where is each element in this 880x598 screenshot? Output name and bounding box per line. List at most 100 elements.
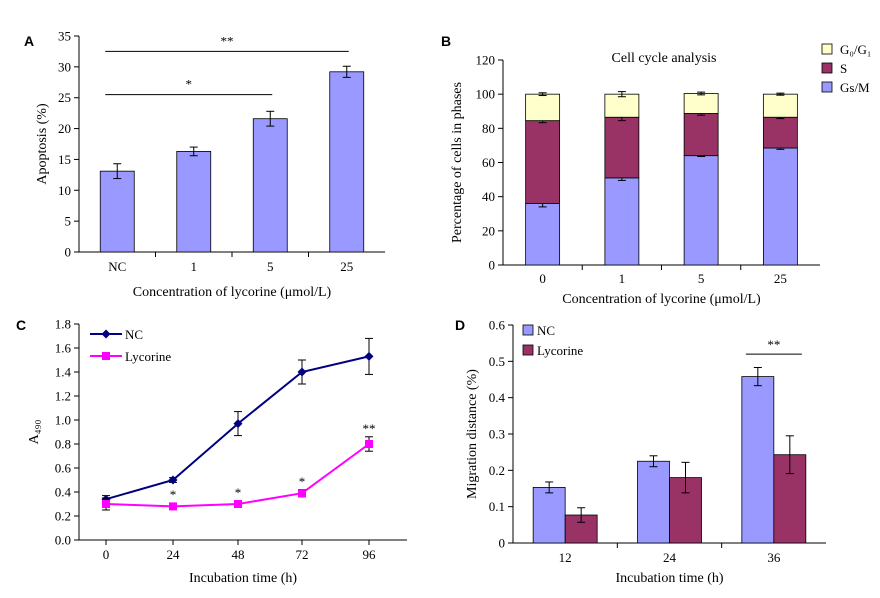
point-marker-1-2 (234, 500, 242, 508)
y-tick-label: 80 (482, 121, 495, 136)
y-axis-label: Apoptosis (%) (35, 103, 50, 185)
y-tick-label: 0 (65, 245, 72, 260)
y-axis-label: Percentage of cells in phases (450, 82, 465, 243)
bar-0-24 (637, 460, 670, 544)
y-tick-label: 1.4 (55, 365, 72, 380)
x-tick-label: 24 (663, 550, 677, 565)
significance-marker: * (299, 474, 306, 489)
y-tick-label: 0.1 (489, 499, 505, 514)
y-tick-label: 0.4 (489, 390, 506, 405)
x-tick-label: 0 (103, 547, 110, 562)
bar-0-12 (532, 487, 566, 544)
bar-0-36 (741, 376, 775, 544)
significance-marker: * (235, 485, 242, 500)
chart-title: Cell cycle analysis (612, 51, 717, 66)
legend-swatch (821, 81, 833, 93)
point-marker-1-1 (169, 502, 177, 511)
significance-marker: ** (767, 337, 780, 352)
bar-segment-0-5 (683, 155, 719, 266)
x-tick-label: 5 (698, 271, 705, 286)
x-tick-label: 96 (363, 547, 377, 562)
legend-swatch (522, 324, 534, 336)
y-tick-label: 0.2 (55, 509, 71, 524)
y-tick-label: 1.0 (55, 413, 71, 428)
y-tick-label: 0.2 (489, 463, 505, 478)
x-tick-label: 0 (539, 271, 546, 286)
legend-label: Lycorine (537, 343, 583, 358)
x-tick-label: 36 (767, 550, 781, 565)
legend-label: NC (537, 323, 555, 338)
x-tick-label: 25 (774, 271, 787, 286)
y-tick-label: 0.6 (489, 318, 506, 333)
x-tick-label: 72 (296, 547, 309, 562)
bar-segment-1-0 (525, 120, 561, 204)
panel-letter-a: A (24, 33, 34, 49)
legend-label: Gs/M (840, 80, 870, 95)
legend-swatch (821, 43, 833, 55)
bar-segment-1-1 (604, 116, 640, 179)
point-marker-1-4 (365, 440, 373, 448)
point-marker-0-2 (233, 419, 243, 429)
y-tick-label: 20 (58, 121, 71, 136)
legend-marker (101, 329, 111, 339)
y-tick-label: 1.2 (55, 389, 71, 404)
x-axis-label: Concentration of lycorine (μmol/L) (133, 285, 332, 300)
bar-segment-2-1 (604, 93, 640, 118)
x-tick-label: NC (108, 259, 126, 274)
legend-label: G₀/G₁ (840, 42, 871, 57)
x-tick-label: 24 (167, 547, 181, 562)
significance-marker: ** (363, 421, 376, 436)
y-tick-label: 10 (58, 183, 71, 198)
significance-marker: * (186, 77, 193, 92)
legend-swatch (821, 62, 833, 74)
point-marker-0-4 (364, 351, 374, 361)
y-tick-label: 0 (499, 536, 506, 551)
x-tick-label: 1 (619, 271, 626, 286)
bar-segment-0-1 (604, 177, 640, 266)
y-tick-label: 0.0 (55, 533, 71, 548)
bar-segment-2-0 (525, 93, 561, 122)
y-tick-label: 120 (476, 53, 496, 68)
y-tick-label: 60 (482, 155, 495, 170)
x-tick-label: 12 (559, 550, 572, 565)
y-tick-label: 0.5 (489, 354, 505, 369)
bar-NC (99, 170, 135, 253)
chart-panel-d: 0 0.1 0.2 0.3 0.4 0.5 0.6 12 24 36 ** NC Lycorine Inc… (465, 318, 826, 586)
point-marker-1-0 (102, 500, 110, 508)
bar-segment-1-25 (762, 116, 798, 149)
y-axis-label: Migration distance (%) (465, 369, 480, 499)
x-axis-label: Concentration of lycorine (μmol/L) (562, 292, 761, 307)
x-axis-label: Incubation time (h) (189, 571, 297, 586)
y-tick-label: 15 (58, 152, 71, 167)
legend-swatch (522, 344, 534, 356)
legend-marker (102, 352, 110, 360)
x-tick-label: 25 (340, 259, 353, 274)
y-axis-label: A₄₉₀ (27, 420, 42, 445)
y-tick-label: 0 (489, 258, 496, 273)
bar-25 (329, 71, 365, 253)
x-tick-label: 1 (191, 259, 198, 274)
legend-label: Lycorine (125, 349, 171, 364)
y-tick-label: 30 (58, 59, 71, 74)
bar-5 (252, 118, 288, 253)
y-tick-label: 0.3 (489, 427, 505, 442)
significance-marker: * (170, 487, 177, 502)
y-tick-label: 1.6 (55, 341, 72, 356)
panel-letter-b: B (441, 33, 451, 49)
chart-panel-b: 0 20 40 60 80 100 120 0 1 5 25 Cell cycle analysis G… (450, 42, 871, 307)
y-tick-label: 35 (58, 29, 71, 44)
x-axis-label: Incubation time (h) (615, 571, 723, 586)
y-tick-label: 5 (65, 214, 72, 229)
y-tick-label: 100 (476, 87, 496, 102)
bar-segment-1-5 (683, 113, 719, 157)
bar-1 (176, 151, 212, 253)
y-tick-label: 0.8 (55, 437, 71, 452)
point-marker-0-1 (168, 475, 178, 485)
panel-letter-c: C (16, 317, 26, 333)
y-tick-label: 1.8 (55, 317, 71, 332)
legend-label: S (840, 61, 847, 76)
y-tick-label: 40 (482, 189, 495, 204)
